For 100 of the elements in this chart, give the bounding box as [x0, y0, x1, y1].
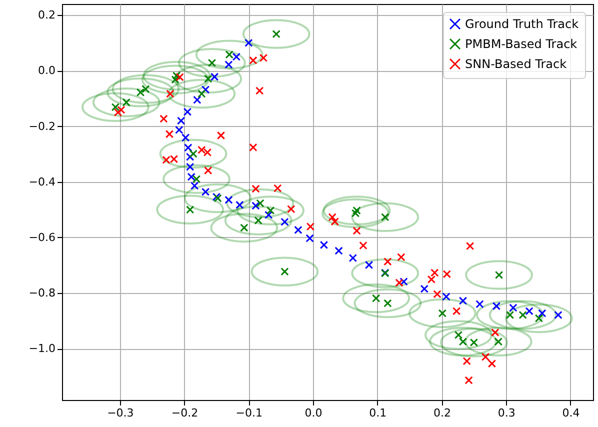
point: [240, 224, 248, 232]
point: [254, 216, 262, 225]
point: [328, 213, 336, 222]
point: [470, 338, 478, 347]
point: [330, 217, 340, 226]
x-tick-label: 0.0: [304, 406, 322, 420]
point: [224, 60, 233, 69]
point: [481, 352, 490, 362]
point: [397, 253, 406, 262]
point: [204, 166, 212, 175]
point: [187, 172, 196, 181]
point: [438, 309, 446, 318]
point: [186, 152, 194, 161]
point: [494, 338, 502, 346]
point: [272, 30, 280, 38]
y-tick-label: −0.2: [28, 120, 56, 133]
x-tick-label: 0.4: [562, 406, 580, 420]
point: [176, 116, 186, 125]
point: [225, 50, 234, 59]
point: [184, 144, 192, 152]
y-tick-label: −1.0: [28, 342, 56, 356]
point: [509, 304, 518, 312]
point: [236, 200, 244, 210]
point: [122, 98, 130, 106]
point: [201, 188, 210, 196]
point: [192, 174, 201, 184]
point: [430, 268, 439, 277]
point: [534, 314, 544, 322]
point: [232, 52, 241, 61]
point: [525, 306, 534, 316]
point: [175, 126, 184, 134]
point: [249, 143, 258, 152]
point: [252, 202, 260, 210]
point: [183, 108, 192, 116]
point: [142, 84, 150, 94]
x-tick-label: −0.1: [236, 406, 263, 420]
x-tick-label: 0.2: [433, 406, 451, 420]
point: [160, 114, 168, 123]
point: [172, 72, 181, 80]
point: [204, 74, 212, 83]
point: [111, 102, 120, 112]
point: [359, 241, 368, 250]
point: [372, 294, 380, 302]
point: [488, 359, 496, 368]
point: [334, 246, 343, 255]
point: [491, 328, 500, 337]
point: [384, 258, 392, 266]
point: [171, 75, 180, 84]
point: [433, 290, 442, 298]
x-tick-label: −0.2: [171, 406, 198, 420]
point: [395, 278, 404, 287]
point: [364, 260, 374, 270]
point: [186, 162, 194, 171]
point: [294, 226, 302, 234]
point: [464, 376, 473, 384]
legend-label: Ground Truth Track: [465, 17, 579, 31]
point: [320, 240, 328, 250]
point: [352, 206, 361, 215]
point: [216, 131, 226, 140]
point: [256, 199, 264, 208]
point: [259, 54, 268, 62]
point: [352, 226, 361, 235]
point: [210, 72, 219, 81]
point: [181, 134, 190, 142]
legend-label: PMBM-Based Track: [465, 37, 578, 51]
point: [136, 88, 145, 96]
point: [348, 254, 358, 262]
point: [244, 38, 253, 48]
point: [458, 338, 468, 346]
point: [166, 90, 174, 98]
y-tick-label: −0.6: [28, 230, 56, 244]
point: [506, 310, 514, 320]
point: [442, 270, 451, 278]
point: [538, 309, 546, 318]
point: [117, 106, 126, 114]
x-tick-label: 0.3: [498, 406, 516, 420]
point: [186, 206, 194, 214]
point: [114, 108, 122, 116]
point: [224, 196, 233, 204]
x-tick-label: −0.3: [107, 406, 134, 420]
point: [427, 275, 436, 284]
point: [176, 72, 184, 82]
point: [384, 299, 392, 308]
point: [492, 302, 501, 310]
point: [255, 86, 264, 95]
point: [494, 270, 504, 280]
point: [458, 296, 468, 305]
point: [193, 96, 202, 104]
point: [476, 300, 484, 308]
point: [306, 222, 315, 231]
point: [249, 56, 258, 65]
x-tick-label: 0.1: [369, 406, 387, 420]
point: [466, 242, 474, 250]
point: [189, 150, 198, 158]
point: [351, 209, 360, 218]
point: [198, 90, 206, 98]
point: [208, 58, 216, 68]
y-tick-label: −0.4: [28, 175, 56, 188]
point: [462, 356, 471, 366]
point: [280, 268, 289, 276]
